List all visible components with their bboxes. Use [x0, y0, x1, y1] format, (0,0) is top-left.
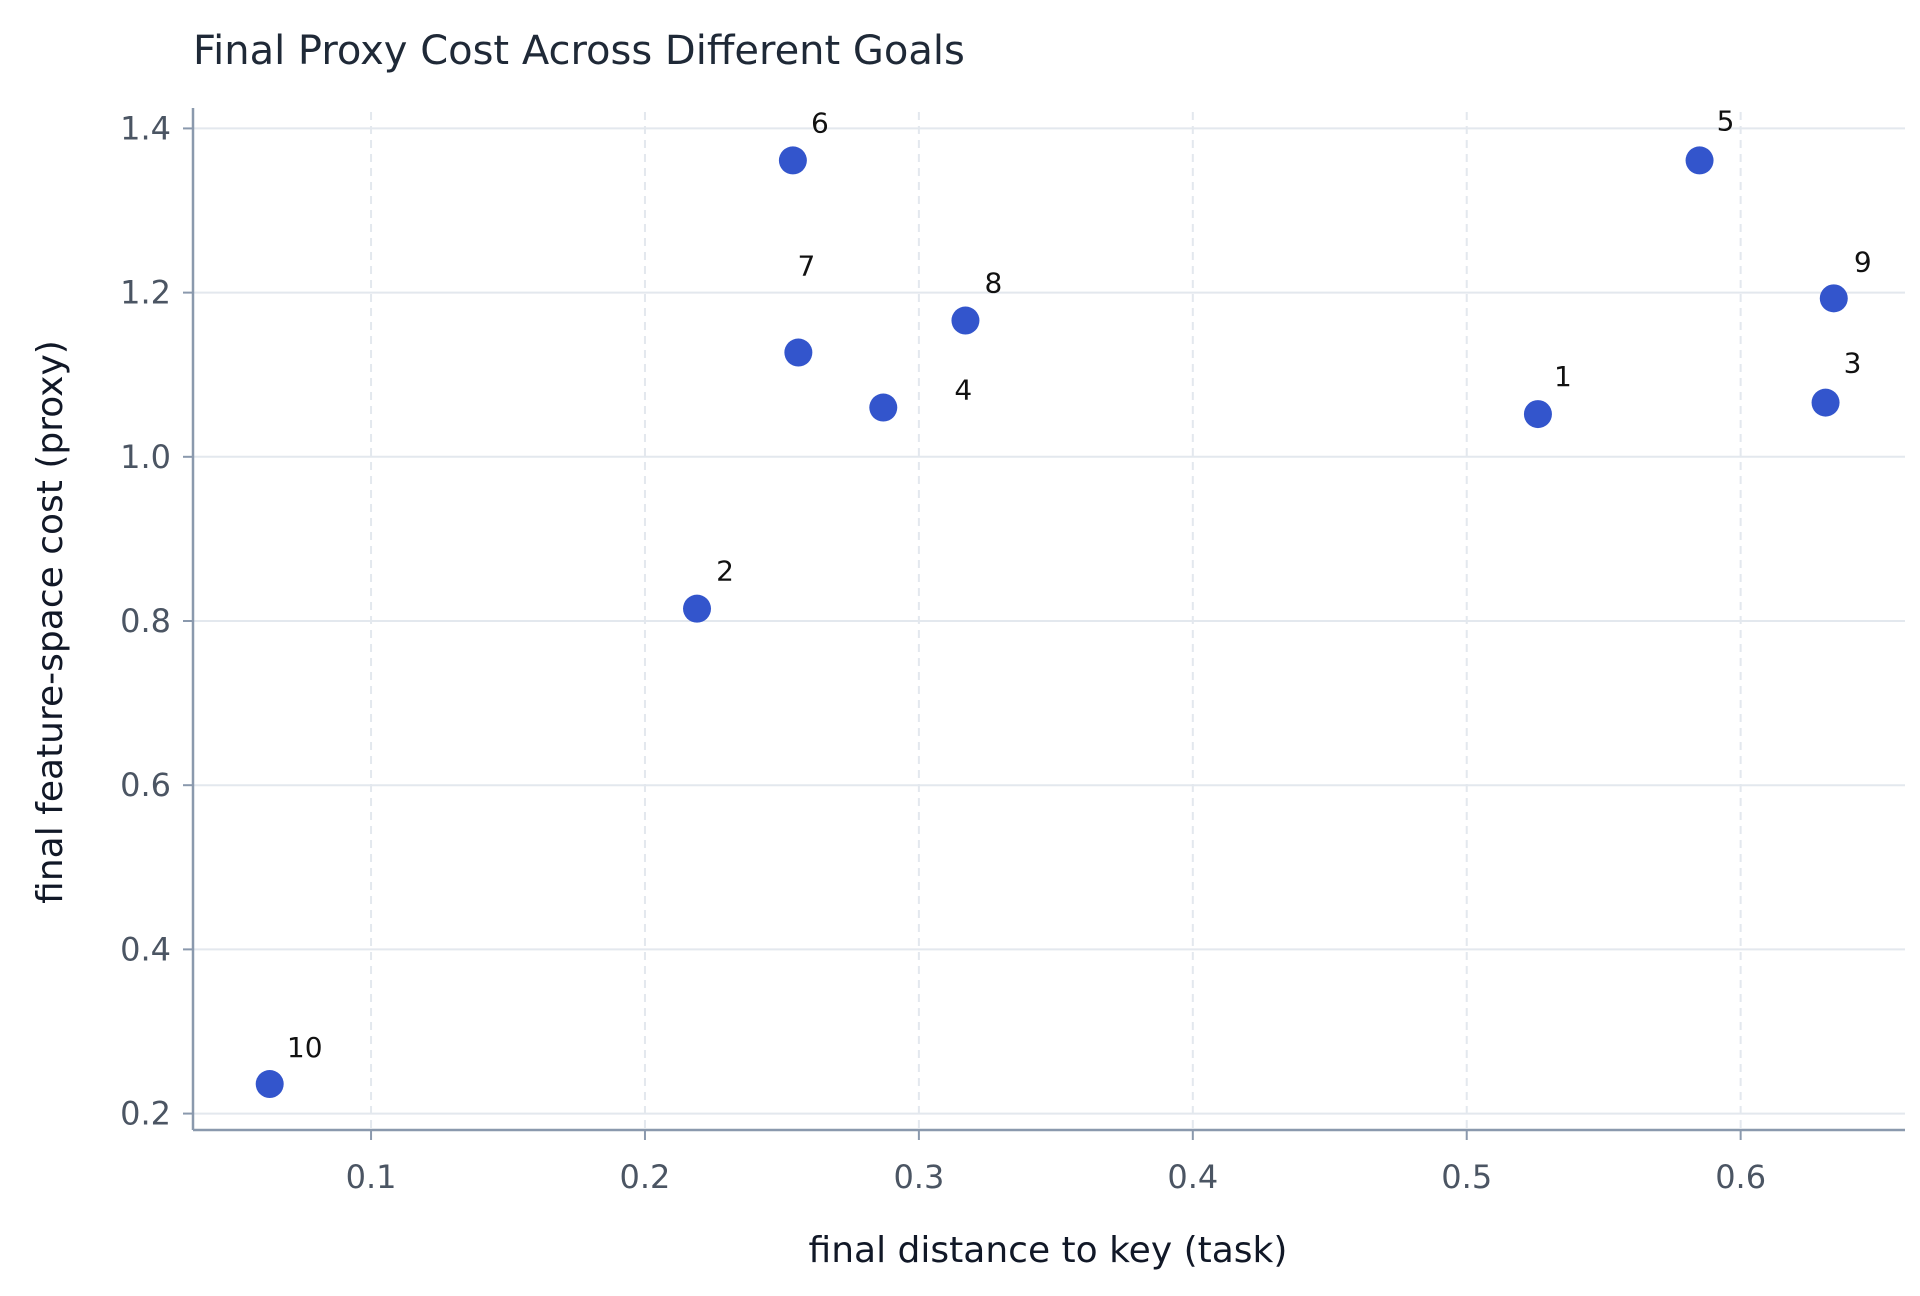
y-tick-label: 0.2 [120, 1095, 171, 1133]
point-label: 1 [1554, 360, 1572, 393]
chart-title: Final Proxy Cost Across Different Goals [193, 28, 965, 74]
axis-layer [191, 108, 1905, 1132]
x-tick-label: 0.1 [346, 1158, 397, 1196]
point-label: 5 [1717, 104, 1735, 137]
y-axis-label: final feature-space cost (proxy) [30, 340, 71, 904]
point-label: 7 [797, 250, 815, 283]
x-tick-label: 0.6 [1715, 1158, 1766, 1196]
data-point [778, 146, 807, 175]
x-axis-label: final distance to key (task) [809, 1230, 1288, 1271]
x-tick-label: 0.3 [893, 1158, 944, 1196]
tick-layer: 0.2 0.4 0.6 0.8 1.0 1.2 1.4 0.1 0.2 0.3 0.4 0.5 0.6 [120, 109, 1766, 1196]
data-point [951, 306, 980, 335]
point-label: 9 [1854, 245, 1872, 278]
data-point [869, 393, 898, 422]
data-point [1819, 284, 1848, 313]
x-tick-label: 0.2 [620, 1158, 671, 1196]
point-label: 4 [954, 374, 972, 407]
point-label: 3 [1844, 347, 1862, 380]
data-point [784, 338, 813, 367]
y-tick-label: 0.8 [120, 602, 171, 640]
data-point [683, 594, 712, 623]
point-layer: 1 2 3 4 5 6 7 8 9 10 [255, 104, 1872, 1099]
y-tick-label: 1.2 [120, 274, 171, 312]
data-point [1811, 388, 1840, 417]
y-tick-label: 0.6 [120, 766, 171, 804]
grid-layer [193, 112, 1905, 1130]
point-label: 8 [985, 267, 1003, 300]
x-tick-label: 0.4 [1167, 1158, 1218, 1196]
y-tick-label: 0.4 [120, 930, 171, 968]
point-label: 6 [811, 106, 829, 139]
y-tick-label: 1.0 [120, 438, 171, 476]
data-point [255, 1070, 284, 1099]
point-label: 10 [287, 1031, 323, 1064]
x-tick-label: 0.5 [1441, 1158, 1492, 1196]
data-point [1685, 146, 1714, 175]
y-tick-label: 1.4 [120, 109, 171, 147]
point-label: 2 [716, 555, 734, 588]
data-point [1523, 400, 1552, 429]
